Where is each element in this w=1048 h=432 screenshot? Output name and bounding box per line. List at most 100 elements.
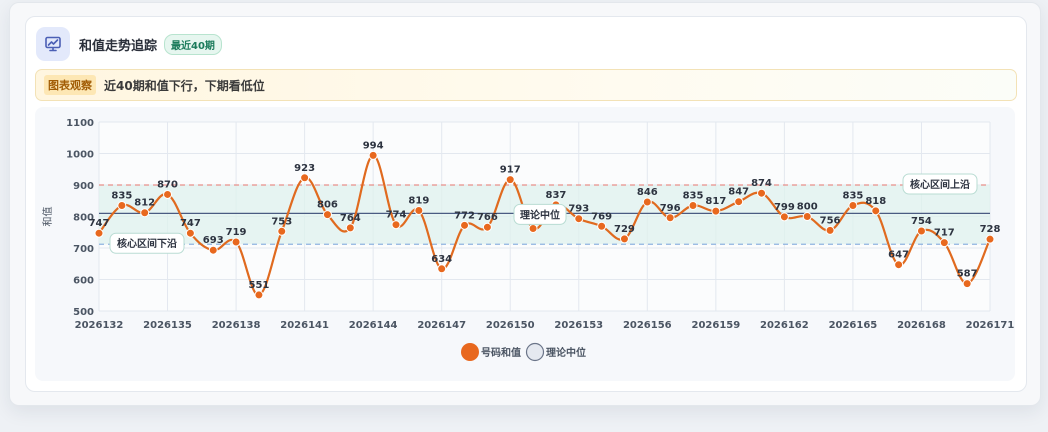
y-tick-label: 1000 bbox=[66, 150, 94, 161]
legend-label-sum: 号码和值 bbox=[481, 346, 521, 359]
data-point bbox=[368, 150, 378, 160]
lower-bound-annotation-box bbox=[109, 232, 185, 254]
x-tick-label: 2026159 bbox=[691, 320, 740, 331]
data-point bbox=[985, 234, 995, 244]
data-point bbox=[665, 213, 675, 223]
data-label: 764 bbox=[340, 213, 361, 224]
data-point bbox=[414, 206, 424, 216]
data-point bbox=[574, 214, 584, 224]
data-label: 837 bbox=[545, 190, 566, 201]
data-label: 754 bbox=[911, 216, 932, 227]
y-tick-label: 700 bbox=[73, 244, 94, 255]
data-label: 772 bbox=[454, 210, 475, 221]
data-label: 835 bbox=[683, 190, 704, 201]
y-tick-label: 800 bbox=[73, 213, 94, 224]
card-title: 和值走势追踪 bbox=[79, 38, 158, 54]
data-label: 847 bbox=[728, 187, 749, 198]
chart-trend-icon bbox=[36, 27, 70, 61]
data-label: 819 bbox=[408, 196, 429, 207]
data-label: 756 bbox=[820, 215, 841, 226]
data-label: 994 bbox=[363, 140, 384, 151]
sum-trend-chart: 500 600 700 800 900 1000 1100 2026132 2026135 202… bbox=[41, 118, 1015, 362]
data-label: 766 bbox=[477, 212, 498, 223]
data-point bbox=[505, 175, 515, 185]
data-point bbox=[802, 212, 812, 221]
legend-label-median: 理论中位 bbox=[546, 346, 586, 359]
outer-panel: 和值走势追踪 最近40期 图表观察 近40期和值下行，下期看低位 500 600 7… bbox=[9, 2, 1041, 406]
x-tick-label: 2026162 bbox=[760, 320, 809, 331]
data-label: 728 bbox=[980, 224, 1001, 235]
data-label: 817 bbox=[705, 196, 726, 207]
data-label: 818 bbox=[865, 196, 886, 207]
data-point bbox=[94, 228, 104, 238]
data-point bbox=[528, 223, 538, 233]
upper-bound-annotation: 核心区间上沿 bbox=[910, 178, 970, 191]
x-tick-label: 2026141 bbox=[280, 320, 329, 331]
data-label: 812 bbox=[134, 198, 155, 209]
upper-bound-annotation-box bbox=[902, 173, 978, 195]
data-point bbox=[117, 200, 127, 210]
data-point bbox=[163, 189, 173, 199]
period-badge: 最近40期 bbox=[164, 33, 222, 55]
x-tick-label: 2026153 bbox=[554, 320, 603, 331]
data-label: 647 bbox=[888, 250, 909, 261]
data-label: 693 bbox=[203, 235, 224, 246]
x-tick-label: 2026165 bbox=[829, 320, 878, 331]
data-point bbox=[848, 200, 858, 210]
data-label: 551 bbox=[248, 280, 269, 291]
data-point bbox=[688, 200, 698, 210]
observation-tag: 图表观察 bbox=[44, 75, 96, 95]
y-tick-label: 600 bbox=[73, 276, 94, 287]
data-label: 799 bbox=[774, 202, 795, 213]
data-point bbox=[962, 279, 972, 289]
center-annotation: 理论中位 bbox=[520, 208, 560, 221]
data-point bbox=[916, 226, 926, 236]
data-label: 769 bbox=[591, 211, 612, 222]
data-label: 634 bbox=[431, 254, 452, 265]
data-point bbox=[825, 225, 835, 235]
card-header: 和值走势追踪 最近40期 bbox=[36, 27, 222, 61]
data-label: 923 bbox=[294, 163, 315, 174]
x-tick-label: 2026171 bbox=[966, 320, 1015, 331]
data-label: 806 bbox=[317, 200, 338, 211]
data-label: 774 bbox=[386, 210, 407, 221]
chart-card: 和值走势追踪 最近40期 图表观察 近40期和值下行，下期看低位 500 600 7… bbox=[25, 16, 1027, 392]
x-tick-label: 2026144 bbox=[349, 320, 398, 331]
data-point bbox=[894, 260, 904, 270]
y-tick-label: 500 bbox=[73, 307, 94, 318]
y-tick-label: 1100 bbox=[66, 118, 94, 129]
data-point bbox=[140, 208, 150, 218]
legend-marker-sum bbox=[461, 343, 479, 361]
data-point bbox=[185, 228, 195, 238]
observation-text: 近40期和值下行，下期看低位 bbox=[104, 78, 265, 93]
data-label: 796 bbox=[660, 203, 681, 214]
data-label: 917 bbox=[500, 165, 521, 176]
x-tick-label: 2026135 bbox=[143, 320, 192, 331]
data-point bbox=[254, 290, 264, 300]
data-point bbox=[208, 245, 218, 255]
x-tick-label: 2026138 bbox=[212, 320, 261, 331]
data-point bbox=[939, 238, 949, 248]
data-label: 870 bbox=[157, 179, 178, 190]
data-point bbox=[277, 226, 287, 236]
x-tick-label: 2026147 bbox=[417, 320, 466, 331]
x-tick-label: 2026168 bbox=[897, 320, 946, 331]
data-label: 800 bbox=[797, 202, 818, 213]
data-label: 753 bbox=[271, 216, 292, 227]
data-point bbox=[642, 197, 652, 207]
x-tick-label: 2026150 bbox=[486, 320, 535, 331]
data-point bbox=[437, 264, 447, 274]
data-point bbox=[391, 220, 401, 230]
data-label: 747 bbox=[89, 218, 110, 229]
data-point bbox=[482, 222, 492, 232]
data-point bbox=[460, 220, 470, 230]
observation-banner: 图表观察 近40期和值下行，下期看低位 bbox=[35, 69, 1017, 101]
data-label: 587 bbox=[957, 269, 978, 280]
data-point bbox=[734, 197, 744, 207]
data-point bbox=[300, 173, 310, 183]
data-point bbox=[345, 223, 355, 233]
data-point bbox=[711, 206, 721, 216]
data-label: 747 bbox=[180, 218, 201, 229]
data-point bbox=[779, 212, 789, 222]
legend-marker-median bbox=[525, 342, 545, 362]
